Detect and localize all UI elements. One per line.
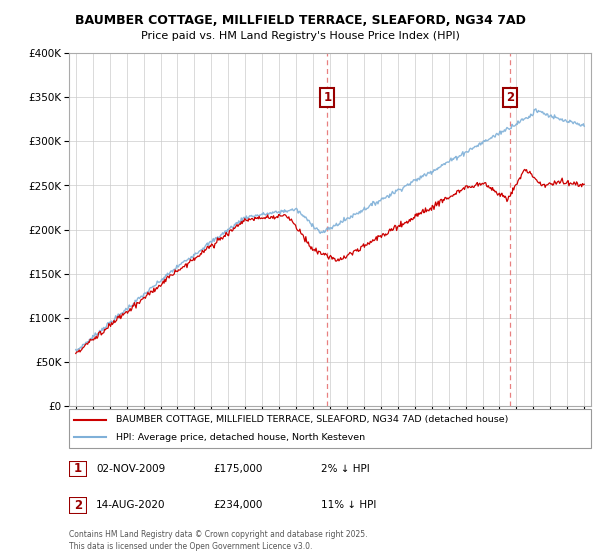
Text: £234,000: £234,000 xyxy=(213,501,262,510)
Text: 14-AUG-2020: 14-AUG-2020 xyxy=(96,501,166,510)
Text: BAUMBER COTTAGE, MILLFIELD TERRACE, SLEAFORD, NG34 7AD: BAUMBER COTTAGE, MILLFIELD TERRACE, SLEA… xyxy=(74,14,526,27)
FancyBboxPatch shape xyxy=(69,497,87,514)
Text: 1: 1 xyxy=(323,91,331,104)
Text: This data is licensed under the Open Government Licence v3.0.: This data is licensed under the Open Gov… xyxy=(69,542,313,551)
Text: Price paid vs. HM Land Registry's House Price Index (HPI): Price paid vs. HM Land Registry's House … xyxy=(140,31,460,41)
Text: Contains HM Land Registry data © Crown copyright and database right 2025.: Contains HM Land Registry data © Crown c… xyxy=(69,530,367,539)
Text: 11% ↓ HPI: 11% ↓ HPI xyxy=(321,501,376,510)
Text: BAUMBER COTTAGE, MILLFIELD TERRACE, SLEAFORD, NG34 7AD (detached house): BAUMBER COTTAGE, MILLFIELD TERRACE, SLEA… xyxy=(116,416,508,424)
Text: £175,000: £175,000 xyxy=(213,464,262,474)
Text: 02-NOV-2009: 02-NOV-2009 xyxy=(96,464,165,474)
Text: 2% ↓ HPI: 2% ↓ HPI xyxy=(321,464,370,474)
Text: 1: 1 xyxy=(74,463,82,475)
FancyBboxPatch shape xyxy=(69,460,87,477)
Text: 2: 2 xyxy=(74,499,82,512)
Text: HPI: Average price, detached house, North Kesteven: HPI: Average price, detached house, Nort… xyxy=(116,432,365,441)
FancyBboxPatch shape xyxy=(69,409,591,448)
Text: 2: 2 xyxy=(506,91,514,104)
